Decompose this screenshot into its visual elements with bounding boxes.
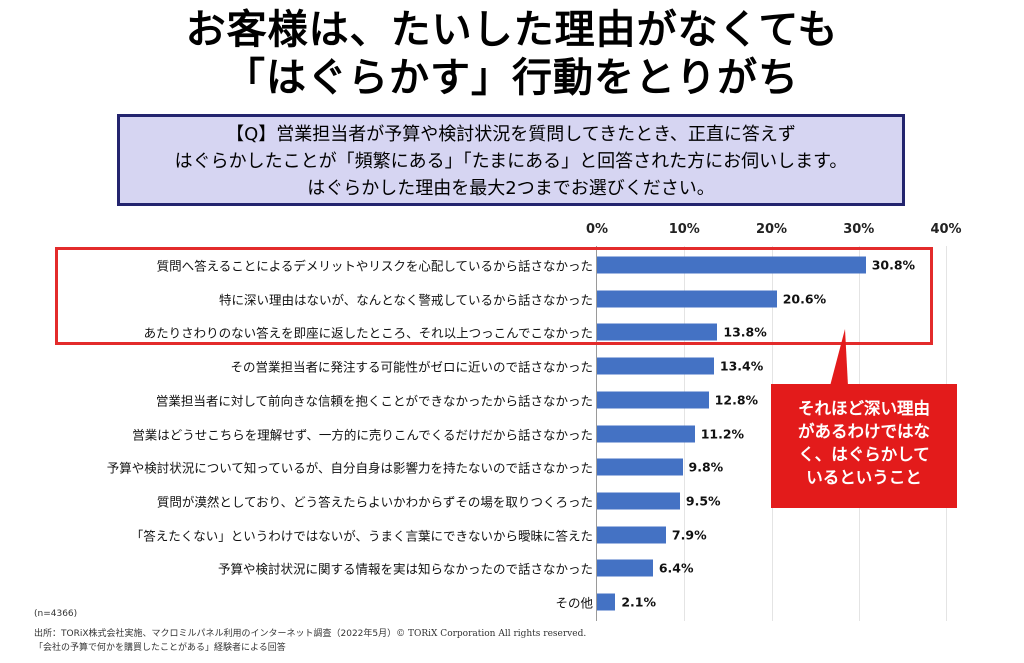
bar <box>597 559 653 577</box>
sample-size: (n=4366) <box>34 609 78 619</box>
value-label: 7.9% <box>671 527 707 543</box>
bar <box>597 357 714 375</box>
value-label: 20.6% <box>782 291 827 307</box>
value-label: 9.5% <box>685 493 721 509</box>
value-label: 13.4% <box>719 358 764 374</box>
bar <box>597 391 709 409</box>
bar <box>597 290 777 308</box>
question-line-1: 【Q】営業担当者が予算や検討状況を質問してきたとき、正直に答えず <box>226 124 796 145</box>
value-label: 12.8% <box>714 392 759 408</box>
callout-line-4: いるということ <box>806 468 922 487</box>
source-note: 出所：TORiX株式会社実施、マクロミルパネル利用のインターネット調査（2022… <box>34 626 586 639</box>
category-label: あたりさわりのない答えを即座に返したところ、それ以上つっこんでこなかった <box>143 325 593 341</box>
category-label: 質問へ答えることによるデメリットやリスクを心配しているから話さなかった <box>156 258 593 274</box>
category-label: その他 <box>555 595 593 611</box>
callout-line-3: く、はぐらかして <box>798 445 930 464</box>
question-line-3: はぐらかした理由を最大2つまでお選びください。 <box>307 178 715 199</box>
callout-line-2: があるわけではな <box>798 422 930 441</box>
y-axis-line <box>596 246 597 621</box>
category-label: 営業担当者に対して前向きな信頼を抱くことができなかったから話さなかった <box>155 393 593 409</box>
bar <box>597 256 866 274</box>
category-label: 「答えたくない」というわけではないが、うまく言葉にできないから曖昧に答えた <box>130 528 593 544</box>
source-text: 出所：TORiX株式会社実施、マクロミルパネル利用のインターネット調査（2022… <box>34 629 397 639</box>
x-tick-label: 0% <box>585 222 609 237</box>
highlight-top3-box <box>55 247 933 345</box>
bar <box>597 593 616 611</box>
bar <box>597 323 718 341</box>
page-subtitle: 「はぐらかす」行動をとりがち <box>225 55 799 101</box>
category-label: 営業はどうせこちらを理解せず、一方的に売りこんでくるだけだから話さなかった <box>132 427 593 442</box>
value-label: 2.1% <box>621 594 656 610</box>
value-label: 30.8% <box>871 257 916 273</box>
category-label: 特に深い理由はないが、なんとなく警戒しているから話さなかった <box>218 292 593 308</box>
value-label: 6.4% <box>658 560 694 576</box>
x-tick-label: 10% <box>668 222 700 237</box>
bar <box>597 458 683 476</box>
question-line-2: はぐらかしたことが「頻繁にある」「たまにある」と回答された方にお伺いします。 <box>174 151 848 172</box>
page-title: お客様は、たいした理由がなくても <box>185 7 839 53</box>
respondent-note: 「会社の予算で何かを購買したことがある」経験者による回答 <box>34 643 286 653</box>
x-tick-label: 20% <box>755 222 788 237</box>
value-label: 11.2% <box>700 426 745 441</box>
value-label: 9.8% <box>688 459 724 475</box>
callout-box: それほど深い理由 があるわけではな く、はぐらかして いるということ <box>771 384 957 508</box>
category-label: 予算や検討状況に関する情報を実は知らなかったので話さなかった <box>217 561 593 577</box>
callout-line-1: それほど深い理由 <box>798 399 930 418</box>
bar <box>597 425 695 442</box>
category-label: その営業担当者に発注する可能性がゼロに近いので話さなかった <box>230 359 593 375</box>
copyright-text: © TORiX Corporation All rights reserved. <box>396 629 587 639</box>
x-tick-label: 40% <box>930 222 962 237</box>
bar <box>597 492 680 510</box>
category-label: 質問が漠然としており、どう答えたらよいかわからずその場を取りつくろった <box>156 494 593 510</box>
category-label: 予算や検討状況について知っているが、自分自身は影響力を持たないので話さなかった <box>106 460 593 476</box>
bar <box>597 526 666 544</box>
question-box: 【Q】営業担当者が予算や検討状況を質問してきたとき、正直に答えず はぐらかしたこ… <box>117 114 905 206</box>
value-label: 13.8% <box>723 324 767 340</box>
x-tick-label: 30% <box>843 222 875 237</box>
